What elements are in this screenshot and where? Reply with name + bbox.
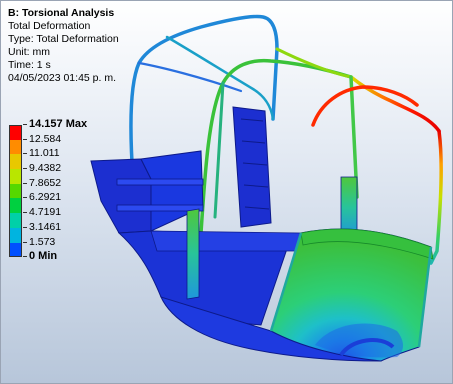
legend-label: 12.584 — [29, 132, 62, 145]
legend-tick — [23, 182, 27, 184]
legend-swatch — [9, 154, 22, 170]
legend-label: 1.573 — [29, 235, 56, 248]
legend-swatch — [9, 139, 22, 155]
legend-tick — [23, 212, 27, 214]
legend-tick — [23, 168, 27, 170]
legend-label: 7.8652 — [29, 176, 62, 189]
legend-tick — [23, 138, 27, 140]
result-unit: Unit: mm — [8, 46, 50, 58]
result-type: Type: Total Deformation — [8, 33, 119, 45]
chassis-body — [90, 106, 394, 362]
legend-label: 3.1461 — [29, 220, 62, 233]
analysis-title: B: Torsional Analysis — [8, 7, 115, 19]
legend-swatch — [9, 125, 22, 140]
legend-label: 6.2921 — [29, 191, 62, 204]
legend-swatch — [9, 198, 22, 214]
rear-roll-cage — [129, 14, 279, 181]
legend-label: 4.7191 — [29, 206, 62, 219]
legend-tick — [23, 256, 27, 258]
front-roll-cage — [199, 47, 443, 265]
analysis-info-panel: B: Torsional Analysis Total Deformation … — [8, 7, 119, 85]
legend-tick — [23, 226, 27, 228]
legend-swatch — [9, 242, 22, 258]
legend-tick — [23, 197, 27, 199]
front-floor-panel — [269, 228, 434, 362]
legend-swatch — [9, 213, 22, 228]
legend-label: 9.4382 — [29, 162, 62, 175]
legend-tick — [23, 124, 27, 125]
legend-swatch — [9, 227, 22, 243]
legend-label: 11.011 — [29, 147, 60, 160]
legend-tick — [23, 153, 27, 155]
legend-label-min: 0 Min — [29, 250, 58, 263]
result-date: 04/05/2023 01:45 p. m. — [8, 72, 116, 84]
result-name: Total Deformation — [8, 20, 91, 32]
legend-swatch — [9, 169, 22, 184]
legend-tick — [23, 241, 27, 243]
result-time: Time: 1 s — [8, 59, 51, 71]
legend-label: 14.157 Max — [29, 118, 88, 130]
legend-swatch — [9, 183, 22, 199]
